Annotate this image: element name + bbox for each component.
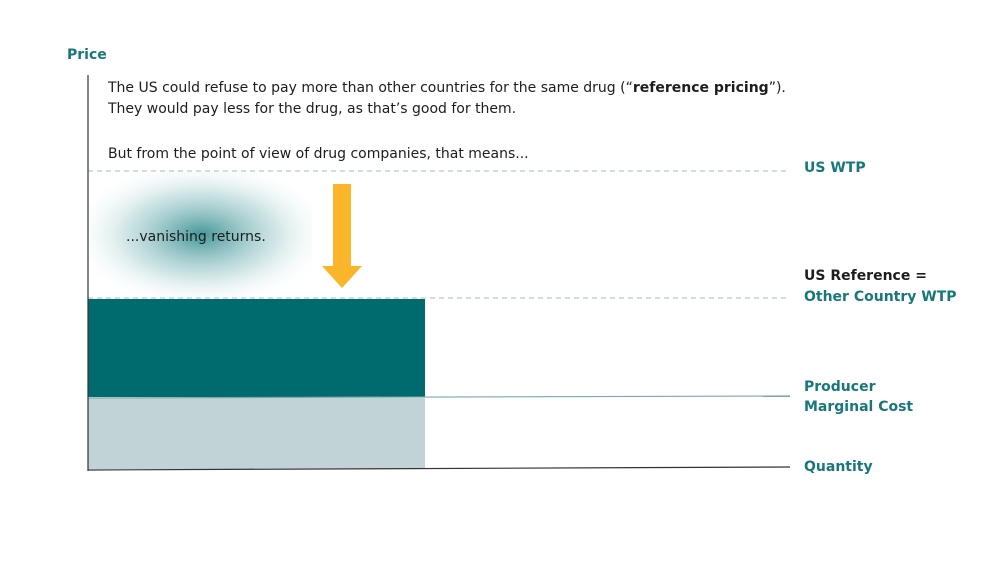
level-label: Producer [804,379,876,395]
y-axis-label: Price [67,47,107,63]
intro-line: They would pay less for the drug, as tha… [108,101,517,117]
marginal-cost-line [87,395,791,399]
cost-area [88,398,425,469]
text: The US could refuse to pay more than oth… [108,80,633,96]
level-label: Other Country WTP [804,289,957,305]
level-label: US Reference = [804,268,927,284]
level-label: Marginal Cost [804,399,914,415]
bold-text: reference pricing [632,80,769,96]
intro-line: But from the point of view of drug compa… [108,146,529,162]
vanishing-area [90,172,312,297]
producer-surplus [88,299,425,397]
x-axis-label: Quantity [804,459,873,475]
text: ”). [768,80,786,96]
intro-line: The US could refuse to pay more than oth… [108,80,786,96]
callout: ...vanishing returns. [126,229,266,245]
x-axis [87,466,791,471]
down-arrow [322,184,362,288]
level-label: US WTP [804,160,866,176]
